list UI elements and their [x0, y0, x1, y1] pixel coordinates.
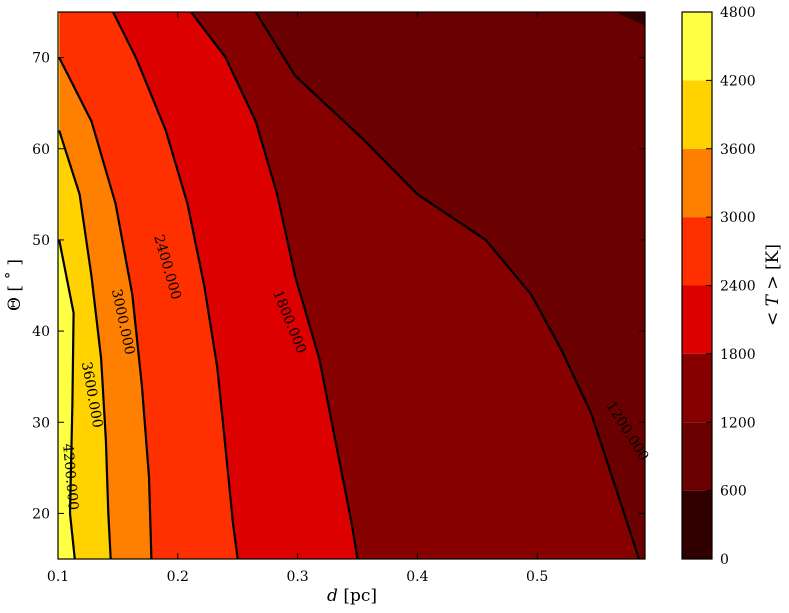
colorbar-band [682, 422, 712, 491]
y-tick-label: 30 [32, 415, 50, 431]
x-tick-label: 0.5 [526, 569, 548, 585]
plot-frame [57, 11, 646, 560]
colorbar-tick-label: 1200 [720, 415, 756, 431]
y-tick-label: 20 [32, 506, 50, 522]
colorbar-band [682, 217, 712, 286]
x-tick-label: 0.1 [47, 569, 69, 585]
contour-line-1200 [254, 12, 641, 559]
region-0-600 [615, 12, 645, 26]
colorbar-tick-label: 2400 [720, 279, 756, 295]
colorbar-band [682, 353, 712, 423]
colorbar-band [682, 80, 712, 149]
contour-line-3000 [58, 57, 153, 559]
contour-label-4200.000: 4200.000 [59, 443, 81, 511]
colorbar-tick-label: 3600 [720, 142, 756, 158]
x-axis: 0.1 0.2 0.3 0.4 0.5 [47, 12, 548, 585]
x-tick-label: 0.4 [406, 569, 428, 585]
y-tick-label: 40 [32, 324, 50, 340]
x-axis-label: d [pc] [327, 586, 377, 606]
colorbar-band [682, 148, 712, 218]
colorbar-label: < T > [K] [763, 244, 783, 326]
contour-line-4200 [58, 239, 76, 559]
y-axis-label: Θ [ ˚ ] [5, 259, 25, 311]
y-tick-label: 50 [32, 233, 50, 249]
colorbar-band [682, 285, 712, 354]
y-axis: 20 30 40 50 60 70 [32, 51, 645, 522]
colorbar-tick-label: 0 [720, 552, 729, 568]
x-tick-label: 0.3 [286, 569, 308, 585]
colorbar-tick-label: 4800 [720, 5, 756, 21]
colorbar-band [682, 12, 712, 81]
colorbar-tick-label: 3000 [720, 210, 756, 226]
colorbar-ticks: 0 600 1200 1800 2400 3000 3600 4200 4800 [706, 5, 756, 568]
colorbar-tick-label: 4200 [720, 73, 756, 89]
y-tick-label: 60 [32, 142, 50, 158]
x-tick-label: 0.2 [167, 569, 189, 585]
contour-line-3600 [58, 130, 112, 559]
filled-regions [58, 12, 645, 559]
colorbar-tick-label: 1800 [720, 347, 756, 363]
contour-lines [58, 12, 641, 559]
colorbar-tick-label: 600 [720, 484, 747, 500]
contour-line-1800 [190, 12, 359, 559]
colorbar-band [682, 490, 712, 559]
colorbar [682, 12, 712, 559]
contour-line-2400 [112, 12, 239, 559]
y-tick-label: 70 [32, 51, 50, 67]
